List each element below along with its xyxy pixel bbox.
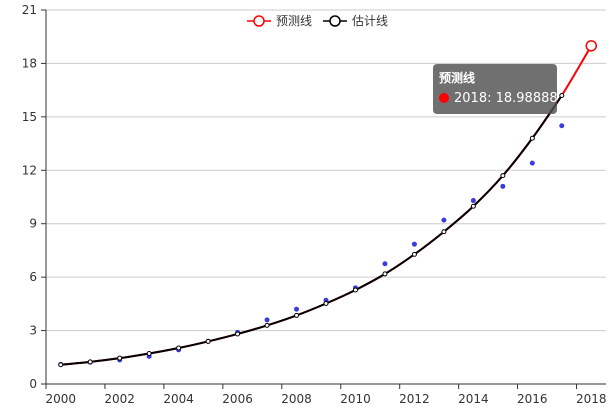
y-tick-label: 18 — [22, 56, 37, 70]
y-tick-label: 6 — [29, 270, 37, 284]
estimate-marker — [470, 203, 476, 209]
tooltip-series-dot — [439, 93, 449, 103]
estimate-marker — [559, 92, 565, 98]
tooltip-title: 预测线 — [439, 71, 476, 85]
estimate-marker — [58, 362, 64, 368]
estimate-marker — [382, 271, 388, 277]
grid-lines — [46, 9, 606, 332]
legend-label: 估计线 — [352, 14, 388, 28]
y-tick-label: 21 — [22, 3, 37, 17]
scatter-point — [382, 261, 388, 267]
y-tick-label: 12 — [22, 163, 37, 177]
scatter-point — [264, 317, 270, 323]
x-tick-label: 2006 — [222, 392, 253, 406]
estimate-marker — [529, 135, 535, 141]
x-axis: 2000 2002 2004 2006 2008 2010 2012 2014 2016 2018 — [45, 383, 607, 406]
y-tick-label: 9 — [29, 217, 37, 231]
estimate-marker — [294, 312, 300, 318]
estimate-marker — [87, 359, 93, 365]
x-tick-label: 2000 — [45, 392, 76, 406]
tooltip: 预测线 2018: 18.98888 — [433, 64, 558, 114]
x-tick-label: 2010 — [340, 392, 371, 406]
x-tick-label: 2016 — [517, 392, 548, 406]
scatter-point — [294, 306, 300, 312]
estimate-marker — [235, 331, 241, 337]
legend-marker-icon — [329, 15, 341, 27]
y-axis: 0 3 6 9 12 15 18 21 — [22, 3, 47, 391]
x-tick-label: 2012 — [399, 392, 430, 406]
x-tick-label: 2004 — [163, 392, 194, 406]
x-tick-label: 2008 — [281, 392, 312, 406]
legend-marker-icon — [253, 15, 265, 27]
prediction-highlight-point — [585, 40, 598, 52]
scatter-point — [500, 183, 506, 189]
legend[interactable]: 预测线 估计线 — [247, 14, 388, 28]
x-tick-label: 2014 — [458, 392, 489, 406]
estimate-marker — [323, 301, 329, 307]
legend-item-prediction[interactable]: 预测线 — [247, 14, 312, 28]
y-tick-label: 3 — [29, 324, 37, 338]
estimate-marker — [117, 355, 123, 361]
estimate-marker — [146, 351, 152, 357]
estimate-marker — [205, 338, 211, 344]
y-tick-label: 0 — [29, 377, 37, 391]
scatter-point — [529, 160, 535, 166]
estimate-marker — [441, 229, 447, 235]
estimate-marker — [176, 345, 182, 351]
tooltip-value: 2018: 18.98888 — [454, 91, 558, 106]
scatter-point — [559, 123, 565, 129]
estimate-marker — [411, 251, 417, 257]
x-tick-label: 2002 — [104, 392, 135, 406]
estimate-marker — [352, 287, 358, 293]
estimate-marker — [264, 322, 270, 328]
scatter-point — [441, 217, 447, 223]
series-layer — [58, 40, 598, 368]
x-tick-label: 2018 — [576, 392, 607, 406]
tooltip-row: 2018: 18.98888 — [439, 90, 558, 108]
scatter-point — [411, 241, 417, 247]
legend-label: 预测线 — [276, 14, 312, 28]
scatter-point — [470, 198, 476, 204]
series-line-estimate — [60, 94, 563, 366]
legend-item-estimate[interactable]: 估计线 — [323, 14, 388, 28]
y-tick-label: 15 — [22, 110, 37, 124]
estimate-marker — [500, 173, 506, 179]
